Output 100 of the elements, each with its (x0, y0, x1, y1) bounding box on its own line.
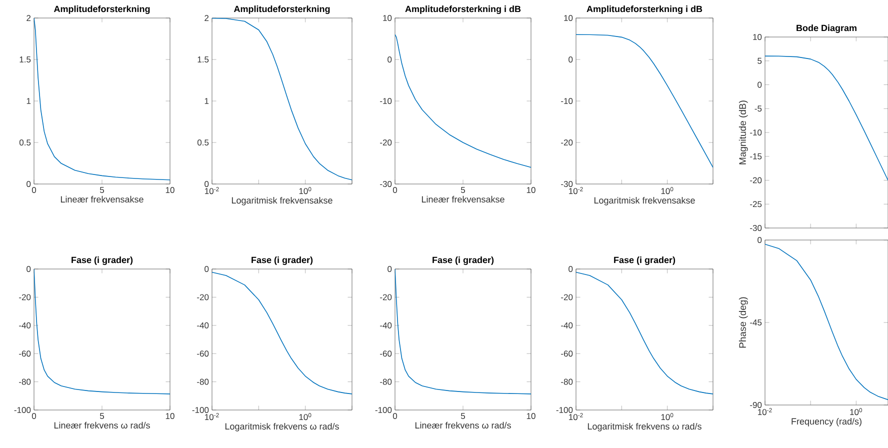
y-tick-label: 1 (26, 98, 31, 104)
x-tick-label: 5 (100, 413, 104, 419)
y-tick-label: -10 (561, 98, 573, 104)
x-tick-label: 10$^{0}$ (299, 187, 312, 194)
y-tick-label: -80 (380, 378, 392, 385)
x-axis-title: Logaritmisk frekvensakse (594, 196, 695, 206)
x-tick-label: 10$^{-2}$ (569, 413, 583, 420)
x-axis-title: Frequency (rad/s) (792, 418, 862, 426)
x-tick-label: 10$^{0}$ (299, 413, 312, 420)
x-axis-title: Logaritmisk frekvens ω rad/s (588, 422, 702, 432)
x-axis-title: Logaritmisk frekvens ω rad/s (225, 422, 339, 432)
x-tick-label: 0 (392, 413, 398, 420)
y-tick-label: 10 (383, 15, 392, 22)
y-tick-label: 0 (568, 56, 573, 63)
y-tick-label: -60 (380, 350, 392, 357)
y-tick-label: -80 (19, 378, 31, 385)
y-tick-label: 1.5 (198, 56, 209, 62)
y-tick-label: -30 (561, 180, 573, 188)
x-tick-label: 10 (166, 187, 174, 194)
y-tick-label: 0 (758, 82, 762, 88)
x-tick-label: 10 (526, 413, 536, 420)
y-tick-label: -60 (561, 350, 573, 357)
y-tick-label: 0 (26, 266, 31, 272)
x-tick-label: 5 (460, 187, 466, 193)
line-series (34, 269, 170, 394)
x-tick-label: 0 (32, 413, 36, 420)
y-tick-label: -20 (380, 294, 392, 300)
chart-title: Amplitudeforsterkning i dB (405, 6, 521, 14)
y-tick-label: -100 (556, 407, 573, 414)
x-axis-title: Logaritmisk frekvensakse (232, 196, 332, 206)
y-tick-label: -40 (19, 322, 31, 328)
chart-title: Amplitudeforsterkning i dB (586, 6, 702, 14)
y-tick-label: 0.5 (197, 140, 209, 146)
y-tick-label: 0 (204, 180, 209, 188)
y-tick-label: -100 (375, 407, 392, 414)
y-tick-label: 0 (26, 180, 31, 188)
y-axis-title: Phase (deg) (738, 297, 748, 348)
y-tick-label: -60 (19, 350, 31, 357)
line-series (34, 18, 170, 180)
x-axis-title: Lineær frekvens ω rad/s (415, 422, 511, 429)
y-tick-label: 2 (204, 15, 209, 21)
x-tick-label: 0 (32, 187, 36, 194)
x-tick-label: 10$^{0}$ (850, 408, 862, 416)
y-tick-label: -40 (197, 322, 209, 328)
y-tick-label: 0 (568, 266, 573, 272)
x-axis-title: Lineær frekvensakse (60, 196, 144, 203)
y-tick-label: -15 (750, 153, 762, 160)
chart-title: Fase (i grader) (614, 256, 676, 265)
y-tick-label: -10 (750, 129, 762, 136)
y-tick-label: -10 (380, 98, 392, 104)
y-axis-title: Magnitude (dB) (738, 100, 748, 164)
y-tick-label: -40 (561, 322, 573, 328)
y-tick-label: -20 (750, 177, 762, 184)
chart-title: Fase (i grader) (252, 256, 313, 265)
y-tick-label: 1.5 (20, 56, 31, 62)
y-tick-label: -5 (754, 106, 762, 112)
y-tick-label: -100 (192, 407, 209, 414)
x-tick-label: 10 (166, 413, 174, 420)
chart-title: Bode Diagram (796, 24, 856, 33)
x-tick-label: 10 (526, 187, 536, 194)
y-tick-label: -20 (19, 294, 31, 300)
x-tick-label: 10$^{-2}$ (569, 187, 583, 194)
y-tick-label: 0 (388, 56, 392, 63)
line-series (395, 34, 532, 168)
y-tick-label: -80 (197, 378, 209, 385)
y-tick-label: -20 (197, 294, 209, 300)
y-tick-label: 10 (753, 34, 762, 40)
x-tick-label: 10$^{-2}$ (205, 413, 219, 420)
y-tick-label: -30 (380, 180, 392, 188)
y-tick-label: -25 (750, 201, 762, 208)
chart-title: Amplitudeforsterkning (234, 6, 330, 14)
y-tick-label: -20 (561, 294, 573, 300)
x-tick-label: 5 (100, 187, 104, 193)
x-tick-label: 0 (392, 187, 398, 194)
chart-title: Amplitudeforsterkning (54, 6, 150, 14)
x-tick-label: 10$^{0}$ (661, 187, 674, 194)
x-tick-label: 10$^{0}$ (661, 413, 674, 420)
line-series (395, 269, 532, 394)
y-tick-label: -60 (197, 350, 209, 357)
x-tick-label: 10$^{-2}$ (758, 408, 772, 416)
x-axis-title: Lineær frekvens ω rad/s (54, 422, 150, 429)
y-tick-label: -100 (14, 407, 31, 414)
y-tick-label: 0 (204, 266, 209, 272)
y-tick-label: 5 (758, 58, 762, 64)
chart-title: Fase (i grader) (432, 256, 494, 265)
y-tick-label: 0.5 (19, 140, 31, 146)
x-tick-label: 10$^{-2}$ (205, 187, 219, 194)
y-tick-label: -20 (380, 140, 392, 146)
y-tick-label: -90 (750, 402, 762, 408)
y-tick-label: 0 (758, 237, 762, 244)
y-tick-label: -30 (750, 224, 762, 232)
chart-title: Fase (i grader) (72, 256, 133, 265)
y-tick-label: -80 (561, 378, 573, 385)
y-tick-label: 1 (204, 98, 209, 104)
y-tick-label: 10 (564, 15, 573, 22)
y-tick-label: 0 (388, 266, 392, 272)
y-tick-label: -20 (561, 140, 573, 146)
y-tick-label: -40 (380, 322, 392, 328)
x-axis-title: Lineær frekvensakse (422, 196, 504, 203)
y-tick-label: -45 (750, 320, 762, 326)
